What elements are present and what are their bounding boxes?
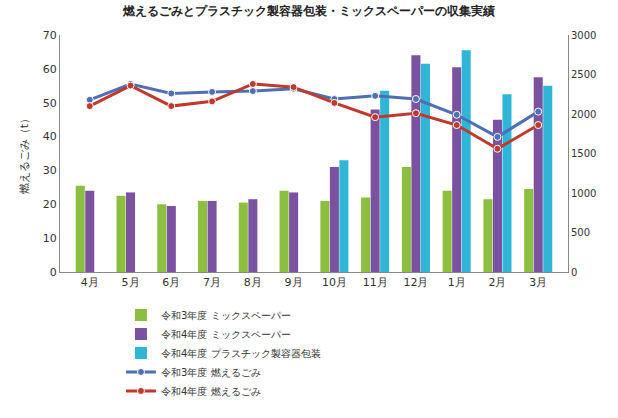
svg-text:燃えるごみとプラスチック製容器包装・ミックスペーパーの収集実: 燃えるごみとプラスチック製容器包装・ミックスペーパーの収集実績 <box>122 4 495 18</box>
svg-text:燃えるごみ（t）: 燃えるごみ（t） <box>18 113 31 194</box>
svg-text:令和4年度 燃えるごみ: 令和4年度 燃えるごみ <box>161 386 261 397</box>
svg-text:40: 40 <box>43 130 57 143</box>
svg-text:0: 0 <box>50 266 57 279</box>
svg-text:10: 10 <box>43 232 57 245</box>
svg-text:500: 500 <box>571 227 590 238</box>
svg-text:2500: 2500 <box>571 69 596 80</box>
svg-text:1000: 1000 <box>571 188 596 199</box>
svg-text:1月: 1月 <box>448 276 466 289</box>
svg-text:3000: 3000 <box>571 30 596 41</box>
svg-text:令和4年度 ミックスペーパー: 令和4年度 ミックスペーパー <box>161 329 291 340</box>
svg-text:12月: 12月 <box>403 276 428 289</box>
svg-text:2月: 2月 <box>488 276 506 289</box>
svg-text:50: 50 <box>43 97 57 110</box>
svg-text:8月: 8月 <box>244 276 262 289</box>
svg-text:5月: 5月 <box>122 276 140 289</box>
svg-text:0: 0 <box>571 267 577 278</box>
svg-text:1500: 1500 <box>571 148 596 159</box>
svg-text:60: 60 <box>43 63 57 76</box>
svg-text:20: 20 <box>43 198 57 211</box>
svg-text:6月: 6月 <box>162 276 180 289</box>
svg-text:2000: 2000 <box>571 109 596 120</box>
svg-text:30: 30 <box>43 164 57 177</box>
svg-text:7月: 7月 <box>203 276 221 289</box>
svg-text:70: 70 <box>43 29 57 42</box>
svg-text:9月: 9月 <box>285 276 303 289</box>
svg-text:令和3年度 ミックスペーパー: 令和3年度 ミックスペーパー <box>161 310 291 321</box>
svg-text:10月: 10月 <box>322 276 347 289</box>
svg-text:令和4年度 プラスチック製容器包装: 令和4年度 プラスチック製容器包装 <box>161 348 321 359</box>
svg-text:11月: 11月 <box>363 276 388 289</box>
svg-text:3月: 3月 <box>529 276 547 289</box>
svg-text:4月: 4月 <box>81 276 99 289</box>
svg-text:令和3年度 燃えるごみ: 令和3年度 燃えるごみ <box>161 367 261 378</box>
